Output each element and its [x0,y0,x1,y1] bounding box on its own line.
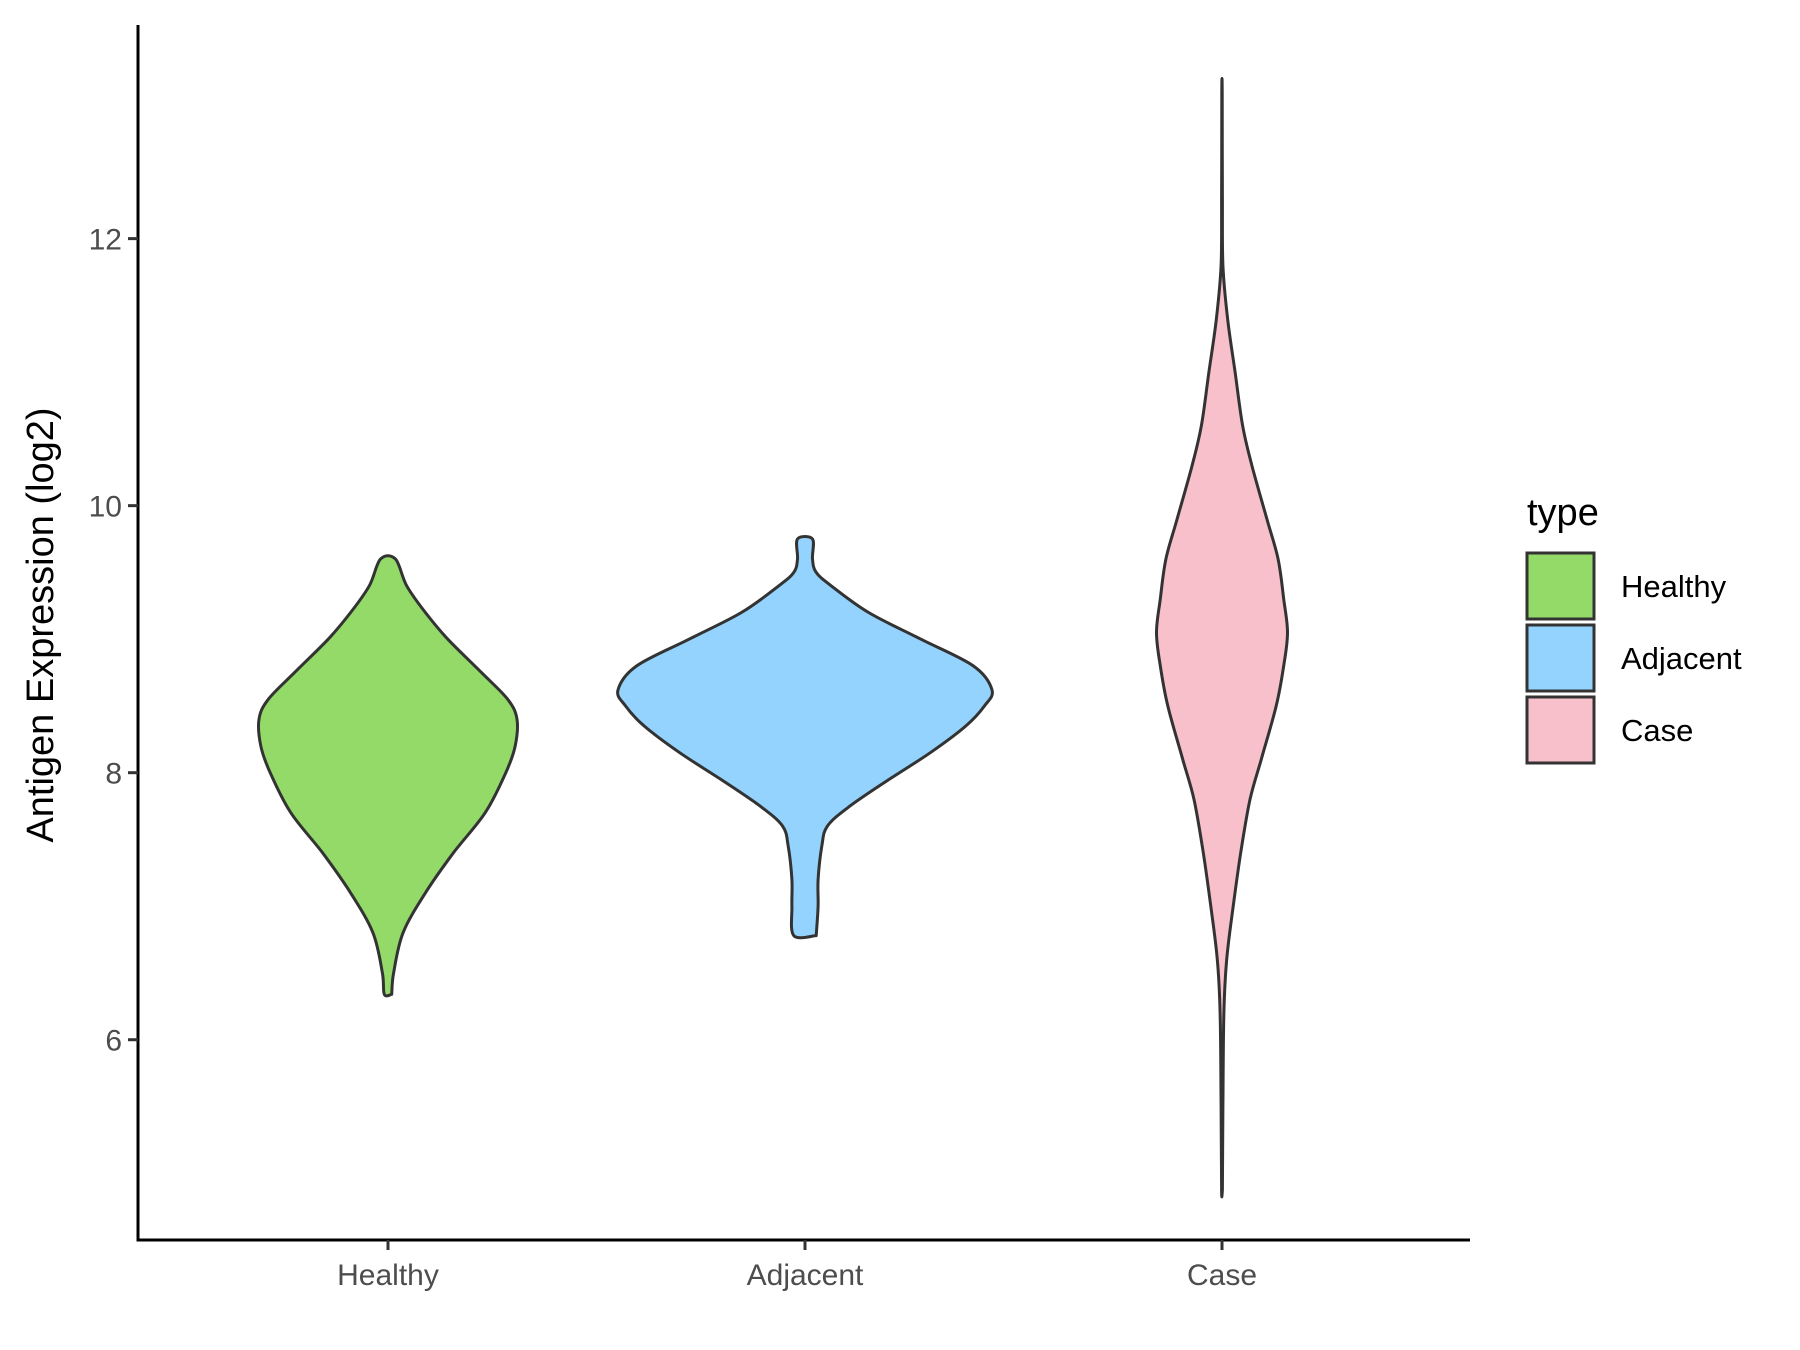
legend: type Healthy Adjacent Case [1525,492,1742,765]
legend-label-adjacent: Adjacent [1621,641,1742,676]
y-tick-label: 12 [89,224,122,257]
violin-healthy [256,554,520,998]
y-tick-label: 6 [105,1025,122,1058]
legend-swatch-healthy [1525,551,1596,621]
violin-case [1155,76,1289,1199]
legend-label-healthy: Healthy [1621,569,1727,604]
violin-layer [256,76,1289,1199]
y-tick-label: 10 [89,491,122,524]
legend-label-case: Case [1621,713,1693,748]
x-axis-ticks: Healthy Adjacent Case [337,1240,1257,1292]
x-tick-label: Healthy [337,1259,439,1292]
legend-title: type [1527,492,1599,534]
x-tick-label: Adjacent [747,1259,864,1292]
legend-items: Healthy Adjacent Case [1525,551,1742,765]
y-axis-ticks: 6 8 10 12 [89,224,138,1058]
violin-adjacent [616,535,994,940]
legend-swatch-adjacent [1525,623,1596,693]
y-axis-title: Antigen Expression (log2) [20,407,62,842]
y-tick-label: 8 [105,758,122,791]
x-tick-label: Case [1187,1259,1257,1292]
legend-swatch-case [1525,695,1596,765]
